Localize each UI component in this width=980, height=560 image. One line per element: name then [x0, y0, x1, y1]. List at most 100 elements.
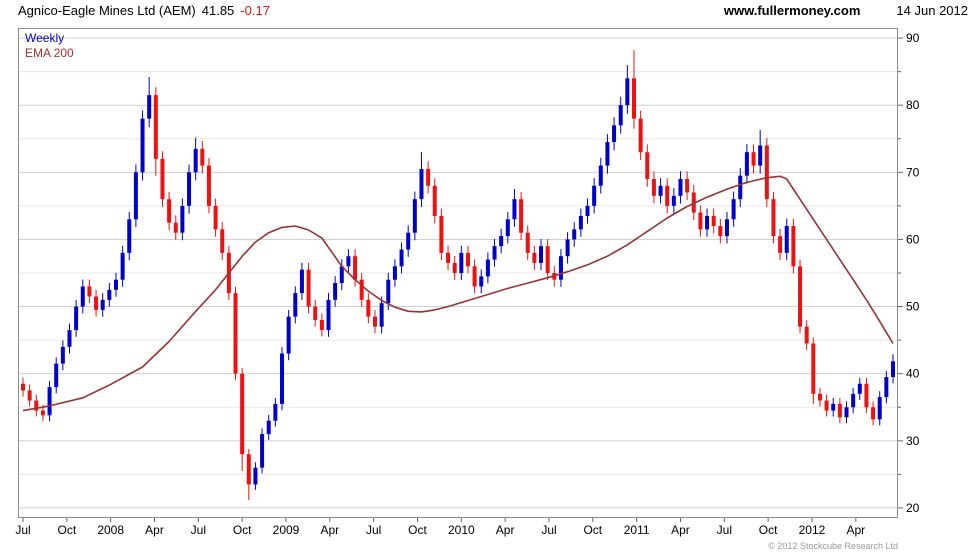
- candle: [711, 215, 716, 227]
- candle: [891, 361, 895, 378]
- candle: [34, 400, 39, 411]
- x-axis-label: Apr: [145, 523, 164, 537]
- candle: [21, 383, 25, 391]
- x-axis-label: 2012: [799, 523, 826, 537]
- candle: [864, 383, 869, 408]
- candle: [353, 256, 358, 280]
- copyright: © 2012 Stockcube Research Ltd: [768, 541, 898, 551]
- candle: [565, 239, 570, 257]
- candle: [366, 299, 371, 317]
- candle: [379, 303, 384, 327]
- x-axis-label: 2008: [97, 523, 124, 537]
- candle: [831, 403, 836, 411]
- candle: [811, 343, 816, 394]
- candle: [532, 252, 537, 263]
- x-axis-label: Oct: [57, 523, 76, 537]
- candle: [60, 346, 65, 364]
- candle: [758, 145, 763, 166]
- candle: [147, 95, 152, 119]
- candle: [798, 266, 803, 327]
- candle: [784, 226, 789, 253]
- candle: [206, 165, 211, 206]
- legend-ema-200: EMA 200: [25, 46, 74, 60]
- x-axis-label: 2009: [273, 523, 300, 537]
- candle: [844, 407, 849, 418]
- candle: [346, 256, 351, 267]
- candle: [539, 246, 544, 263]
- candle: [598, 165, 603, 186]
- x-axis-label: Apr: [496, 523, 515, 537]
- candle: [678, 179, 683, 196]
- candle: [459, 252, 464, 273]
- y-axis-label: 30: [906, 434, 920, 448]
- candle: [180, 205, 185, 233]
- x-axis-label: Apr: [671, 523, 690, 537]
- candle: [213, 205, 218, 230]
- candle: [857, 383, 862, 394]
- candle: [705, 215, 710, 230]
- candle: [738, 175, 743, 200]
- x-axis-label: Oct: [408, 523, 427, 537]
- candle: [286, 316, 291, 354]
- candle: [837, 403, 842, 418]
- candle: [771, 199, 776, 237]
- candle: [512, 199, 517, 220]
- candle: [499, 236, 504, 247]
- candle: [406, 232, 411, 250]
- candle: [817, 393, 822, 401]
- x-axis-label: Jul: [541, 523, 556, 537]
- y-axis-label: 70: [906, 165, 920, 179]
- candle: [585, 205, 590, 216]
- x-axis-label: 2010: [448, 523, 475, 537]
- candle: [472, 266, 477, 287]
- x-axis-label: Jul: [191, 523, 206, 537]
- candle: [233, 293, 238, 374]
- candle: [160, 158, 165, 200]
- candle: [120, 252, 125, 280]
- x-axis-label: Oct: [583, 523, 602, 537]
- candle: [193, 148, 198, 173]
- y-axis-label: 20: [906, 501, 920, 515]
- y-axis-label: 50: [906, 300, 920, 314]
- candle: [612, 125, 617, 143]
- candle: [74, 306, 79, 331]
- candle: [665, 185, 670, 206]
- candle: [658, 185, 663, 196]
- y-axis-label: 60: [906, 232, 920, 246]
- candle: [485, 259, 490, 277]
- candlesticks: [21, 50, 895, 500]
- candle: [359, 279, 364, 300]
- candle: [133, 172, 138, 220]
- candle: [731, 199, 736, 220]
- candle: [113, 279, 118, 290]
- candle: [40, 410, 45, 416]
- candle: [505, 219, 510, 237]
- candle: [877, 397, 882, 420]
- candle: [851, 393, 856, 408]
- x-axis-label: 2011: [624, 523, 650, 537]
- header-right-group: www.fullermoney.com 14 Jun 2012: [724, 3, 968, 18]
- candle: [333, 283, 338, 300]
- candle: [293, 293, 298, 317]
- candle: [605, 142, 610, 166]
- candle: [492, 246, 497, 260]
- candle: [167, 199, 172, 223]
- candle: [631, 78, 636, 119]
- x-axis-label: Jul: [366, 523, 381, 537]
- candle: [432, 185, 437, 216]
- candle: [439, 215, 444, 253]
- candle: [319, 319, 324, 331]
- candle: [479, 276, 484, 287]
- candle: [572, 229, 577, 240]
- candle: [638, 118, 643, 153]
- candle: [618, 105, 623, 126]
- candle: [558, 256, 563, 280]
- y-axis-label: 80: [906, 98, 920, 112]
- candle: [273, 403, 278, 421]
- stock-price: 41.85: [201, 3, 235, 18]
- candle: [372, 316, 377, 327]
- candle: [187, 172, 192, 206]
- candle: [27, 390, 32, 401]
- x-axis-label: Jul: [15, 523, 30, 537]
- candle: [465, 252, 470, 267]
